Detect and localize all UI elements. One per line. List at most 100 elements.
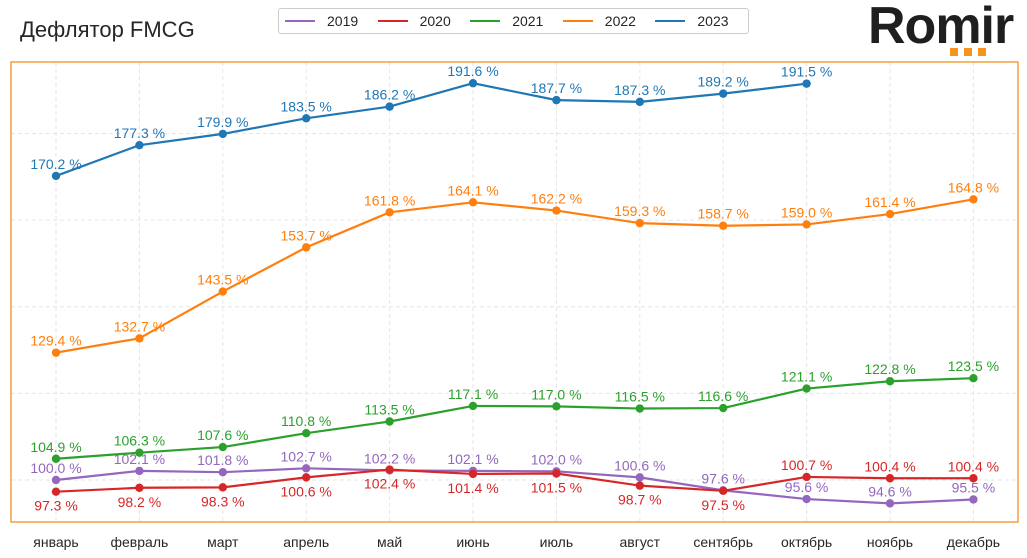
series-line-2021 <box>55 377 974 460</box>
data-label-2021: 106.3 % <box>114 433 165 449</box>
x-tick-label: апрель <box>283 534 329 550</box>
logo-dot <box>950 48 958 56</box>
data-label-2020: 102.4 % <box>364 476 415 492</box>
data-point-2020 <box>218 483 227 492</box>
data-point-2019 <box>302 464 311 473</box>
data-point-2019 <box>802 494 811 504</box>
data-point-2023 <box>635 97 644 107</box>
x-tick-label: январь <box>33 534 78 550</box>
data-point-2020 <box>802 472 811 482</box>
data-point-2020 <box>719 486 728 496</box>
data-label-2022: 164.1 % <box>447 182 498 198</box>
legend-item-2023[interactable]: 2023 <box>655 13 748 29</box>
data-point-2021 <box>802 384 811 393</box>
plot-frame <box>10 61 1019 523</box>
data-label-2022: 164.8 % <box>948 179 999 195</box>
data-label-2022: 158.7 % <box>698 206 749 222</box>
data-point-2019 <box>969 495 978 504</box>
data-label-2021: 122.8 % <box>864 361 915 377</box>
data-point-2023 <box>135 140 144 150</box>
series-line-2023 <box>55 82 807 177</box>
data-label-2021: 123.5 % <box>948 358 999 374</box>
data-label-2023: 186.2 % <box>364 87 415 103</box>
data-point-2021 <box>135 448 144 457</box>
logo-dots <box>950 48 992 56</box>
data-label-2022: 159.0 % <box>781 204 832 220</box>
legend-swatch-2022 <box>562 20 593 22</box>
data-label-2023: 187.3 % <box>614 82 665 98</box>
series-line-2020 <box>55 468 974 493</box>
data-point-2023 <box>802 79 811 88</box>
data-point-2019 <box>635 473 644 482</box>
legend-item-2022[interactable]: 2022 <box>562 13 656 29</box>
x-tick-label: май <box>377 534 402 550</box>
data-point-2022 <box>969 195 978 204</box>
data-point-2022 <box>635 218 644 228</box>
data-label-2020: 98.3 % <box>201 493 245 509</box>
x-tick-label: октябрь <box>781 534 832 550</box>
data-point-2023 <box>468 79 478 88</box>
data-label-2020: 101.4 % <box>447 480 498 496</box>
data-point-2021 <box>969 373 978 383</box>
data-label-2019: 100.6 % <box>614 457 665 473</box>
data-label-2022: 162.2 % <box>531 191 582 207</box>
x-tick-label: декабрь <box>947 534 1000 550</box>
data-label-2020: 98.2 % <box>118 494 162 510</box>
x-tick-label: август <box>620 534 661 550</box>
data-point-2022 <box>51 348 61 357</box>
data-label-2020: 100.4 % <box>864 458 915 474</box>
data-point-2021 <box>302 429 311 438</box>
logo-dot <box>978 48 986 56</box>
data-point-2020 <box>302 473 311 482</box>
data-label-2019: 95.6 % <box>785 479 829 495</box>
x-tick-label: ноябрь <box>867 534 913 550</box>
data-label-2022: 161.8 % <box>364 192 415 208</box>
data-label-2021: 110.8 % <box>281 413 331 429</box>
data-point-2019 <box>218 467 227 477</box>
data-point-2022 <box>468 198 478 207</box>
legend-label-2020: 2020 <box>419 13 451 29</box>
legend-label-2023: 2023 <box>697 13 729 29</box>
data-point-2022 <box>885 209 895 219</box>
data-point-2021 <box>51 454 61 463</box>
data-label-2022: 143.5 % <box>197 272 248 288</box>
data-label-2020: 98.7 % <box>618 492 662 508</box>
legend-item-2019[interactable]: 2019 <box>285 13 378 29</box>
series-line-2022 <box>55 198 974 354</box>
data-label-2020: 100.6 % <box>281 483 332 499</box>
data-point-2020 <box>969 474 978 483</box>
romir-logo: Romir <box>868 0 1018 60</box>
data-label-2022: 132.7 % <box>114 318 165 334</box>
data-point-2022 <box>552 206 561 215</box>
legend-label-2019: 2019 <box>327 13 359 29</box>
data-label-2023: 179.9 % <box>197 114 248 130</box>
data-label-2020: 97.5 % <box>701 497 745 513</box>
legend-label-2022: 2022 <box>604 13 636 29</box>
data-label-2021: 107.6 % <box>197 427 248 443</box>
legend-label-2021: 2021 <box>512 13 544 29</box>
data-label-2019: 102.7 % <box>281 448 332 464</box>
data-label-2019: 101.8 % <box>197 452 248 468</box>
data-label-2023: 189.2 % <box>698 74 749 90</box>
data-label-2019: 100.0 % <box>30 460 81 476</box>
data-point-2023 <box>302 114 311 123</box>
legend-swatch-2019 <box>285 20 315 22</box>
logo-dot <box>964 48 972 56</box>
data-point-2020 <box>385 465 394 474</box>
data-label-2021: 116.6 % <box>698 388 748 404</box>
data-label-2019: 102.1 % <box>447 451 498 467</box>
chart-title: Дефлятор FMCG <box>20 17 195 42</box>
x-tick-label: февраль <box>111 534 169 550</box>
data-point-2021 <box>468 401 478 411</box>
legend-swatch-2023 <box>655 20 686 22</box>
data-point-2020 <box>468 469 478 479</box>
legend-item-2020[interactable]: 2020 <box>377 13 471 29</box>
data-label-2022: 129.4 % <box>30 333 81 349</box>
data-label-2021: 117.0 % <box>531 386 581 402</box>
data-point-2022 <box>385 208 394 217</box>
data-point-2023 <box>51 171 61 181</box>
legend-item-2021[interactable]: 2021 <box>470 13 563 29</box>
data-point-2019 <box>51 475 61 485</box>
data-label-2021: 113.5 % <box>364 402 414 418</box>
data-label-2020: 97.3 % <box>34 498 78 514</box>
